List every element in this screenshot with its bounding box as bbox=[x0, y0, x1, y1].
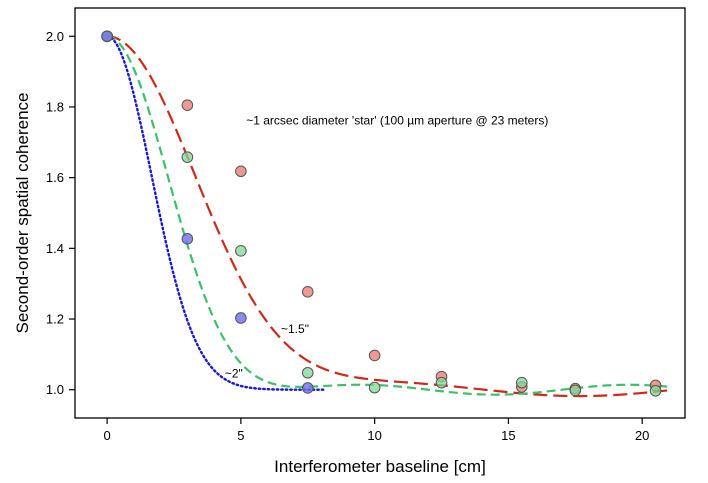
axis-ticks bbox=[69, 35, 643, 424]
data-point-series-1 bbox=[235, 165, 247, 178]
data-point-series-3 bbox=[181, 233, 194, 245]
y-tick-label: 1.4 bbox=[46, 241, 64, 256]
y-tick-label: 1.2 bbox=[46, 312, 64, 327]
data-point-series-3 bbox=[235, 312, 247, 324]
data-point-series-2 bbox=[569, 384, 582, 397]
x-tick-label: 0 bbox=[103, 428, 110, 443]
fit-curve-1 bbox=[107, 35, 670, 398]
data-point-series-2 bbox=[515, 376, 528, 389]
x-tick-label: 10 bbox=[367, 428, 381, 443]
x-axis-title: Interferometer baseline [cm] bbox=[274, 457, 486, 476]
annotation: ~1.5" bbox=[281, 322, 309, 336]
y-tick-label: 1.6 bbox=[46, 170, 64, 185]
fit-curve-3 bbox=[105, 35, 326, 391]
y-axis-title: Second-order spatial coherence bbox=[13, 93, 32, 334]
fit-curves bbox=[105, 35, 670, 398]
data-point-series-2 bbox=[435, 376, 448, 389]
y-tick-label: 1.8 bbox=[46, 99, 64, 114]
data-point-series-2 bbox=[368, 381, 381, 394]
x-tick-label: 5 bbox=[237, 428, 244, 443]
data-point-series-2 bbox=[235, 245, 247, 257]
data-point-series-1 bbox=[181, 99, 194, 111]
data-point-series-2 bbox=[649, 384, 662, 397]
x-tick-label: 20 bbox=[635, 428, 649, 443]
tick-labels: 0 5 10 15 20 1.0 1.2 1.4 1.6 1.8 2.0 bbox=[46, 29, 650, 443]
annotation: ~2" bbox=[225, 366, 243, 380]
data-point-series-2 bbox=[301, 366, 314, 379]
data-points bbox=[101, 30, 662, 397]
annotation: ~1 arcsec diameter 'star' (100 µm apertu… bbox=[246, 114, 548, 128]
data-point-series-2 bbox=[181, 151, 194, 163]
fit-curve-2 bbox=[106, 35, 670, 396]
y-tick-label: 2.0 bbox=[46, 29, 64, 44]
y-tick-label: 1.0 bbox=[46, 382, 64, 397]
plot-frame bbox=[74, 7, 686, 419]
data-point-series-3 bbox=[101, 30, 113, 43]
annotations: ~1 arcsec diameter 'star' (100 µm apertu… bbox=[225, 114, 549, 381]
data-point-series-1 bbox=[301, 286, 314, 298]
x-tick-label: 15 bbox=[501, 428, 515, 443]
data-point-series-3 bbox=[301, 382, 314, 394]
data-point-series-1 bbox=[368, 349, 381, 362]
